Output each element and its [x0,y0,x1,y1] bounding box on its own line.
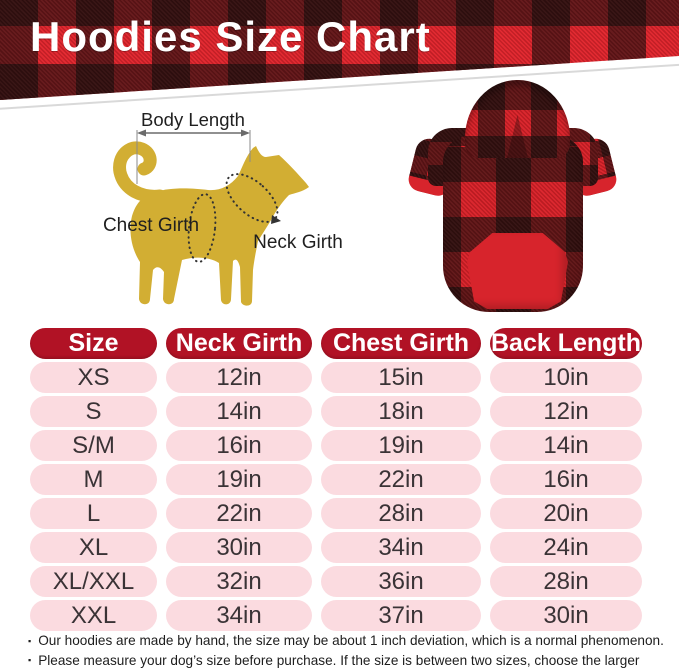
back-length-cell: 30in [490,600,642,631]
back-length-cell: 16in [490,464,642,495]
arrow-left-icon [137,129,146,137]
table-row: S/M 16in 19in 14in [30,430,648,461]
chest-girth-label: Chest Girth [103,215,199,236]
back-length-cell: 28in [490,566,642,597]
chest-girth-cell: 18in [321,396,481,427]
neck-girth-arrow-icon [271,215,281,224]
note-line: ▪ Please measure your dog’s size before … [28,651,664,671]
back-length-cell: 12in [490,396,642,427]
table-row: XXL 34in 37in 30in [30,600,648,631]
size-cell: S [30,396,157,427]
back-length-cell: 20in [490,498,642,529]
table-header-row: Size Neck Girth Chest Girth Back Length [30,328,648,359]
neck-girth-cell: 34in [166,600,312,631]
back-length-cell: 24in [490,532,642,563]
plaid-dog-hoodie-image [406,78,619,318]
page-title: Hoodies Size Chart [30,13,431,60]
neck-girth-ellipse [225,173,279,223]
table-row: M 19in 22in 16in [30,464,648,495]
neck-girth-cell: 14in [166,396,312,427]
neck-girth-cell: 19in [166,464,312,495]
size-cell: XS [30,362,157,393]
back-length-cell: 10in [490,362,642,393]
chest-girth-cell: 34in [321,532,481,563]
neck-girth-cell: 16in [166,430,312,461]
dog-silhouette [130,146,309,306]
dog-tail [113,141,167,203]
plaid-header-banner [0,0,679,100]
table-row: XL/XXL 32in 36in 28in [30,566,648,597]
size-cell: XL [30,532,157,563]
neck-girth-cell: 22in [166,498,312,529]
column-header-chest-girth: Chest Girth [321,328,481,359]
chest-girth-ellipse [187,193,217,263]
neck-girth-label: Neck Girth [253,232,343,253]
note-text: Our hoodies are made by hand, the size m… [38,633,664,648]
bullet-icon: ▪ [28,655,32,665]
note-text: Please measure your dog’s size before pu… [38,652,640,668]
size-cell: L [30,498,157,529]
chest-girth-cell: 15in [321,362,481,393]
note-line: ▪ Our hoodies are made by hand, the size… [28,631,664,651]
arrow-right-icon [241,129,250,137]
neck-girth-cell: 12in [166,362,312,393]
table-row: S 14in 18in 12in [30,396,648,427]
column-header-size: Size [30,328,157,359]
chest-girth-cell: 19in [321,430,481,461]
back-length-cell: 14in [490,430,642,461]
table-row: L 22in 28in 20in [30,498,648,529]
table-row: XS 12in 15in 10in [30,362,648,393]
hoodie-hood [465,80,570,158]
size-cell: S/M [30,430,157,461]
size-cell: XL/XXL [30,566,157,597]
footnotes: ▪ Our hoodies are made by hand, the size… [28,631,664,671]
neck-girth-cell: 32in [166,566,312,597]
chest-girth-cell: 22in [321,464,481,495]
size-cell: M [30,464,157,495]
hoodie-front-pocket [467,233,568,309]
size-table: Size Neck Girth Chest Girth Back Length … [30,328,648,634]
dog-measurement-diagram: Body Length Chest Girth Neck Girth [103,109,343,306]
table-row: XL 30in 34in 24in [30,532,648,563]
bullet-icon: ▪ [28,635,32,646]
chest-girth-cell: 28in [321,498,481,529]
chest-girth-cell: 37in [321,600,481,631]
neck-girth-cell: 30in [166,532,312,563]
column-header-back-length: Back Length [490,328,642,359]
column-header-neck-girth: Neck Girth [166,328,312,359]
body-length-label: Body Length [141,109,245,130]
size-cell: XXL [30,600,157,631]
chest-girth-cell: 36in [321,566,481,597]
